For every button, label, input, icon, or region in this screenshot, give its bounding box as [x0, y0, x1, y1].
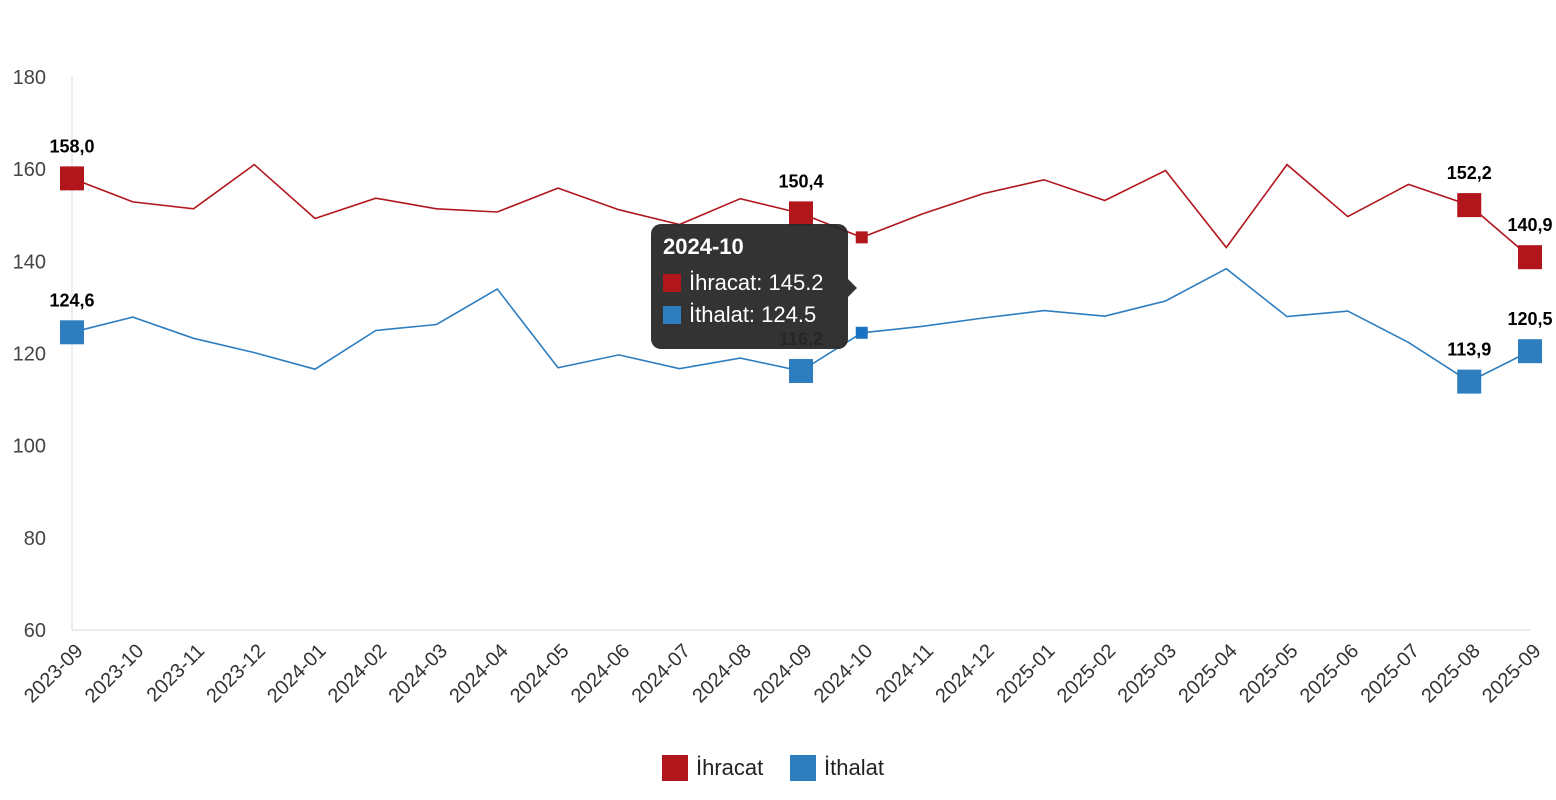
data-label-ihracat: 140,9 [1507, 215, 1552, 235]
x-tick-label: 2025-05 [1235, 640, 1302, 707]
data-point-ithalat[interactable] [789, 359, 813, 384]
y-tick-label: 80 [24, 528, 46, 550]
x-tick-label: 2024-12 [931, 640, 998, 707]
data-label-ihracat: 150,4 [778, 171, 823, 191]
x-tick-label: 2025-03 [1114, 640, 1181, 707]
data-label-ithalat: 113,9 [1447, 340, 1491, 360]
x-tick-label: 2024-04 [445, 640, 512, 707]
tooltip-value-ithalat: İthalat: 124.5 [689, 302, 817, 327]
hover-point-ihracat[interactable] [855, 231, 868, 244]
x-tick-label: 2023-12 [202, 640, 269, 707]
data-label-ihracat: 152,2 [1447, 163, 1492, 183]
x-tick-label: 2024-07 [628, 640, 695, 707]
y-axis: 60 80 100 120 140 160 180 [13, 67, 73, 642]
data-label-ithalat: 124,6 [49, 290, 94, 310]
data-point-ihracat[interactable] [789, 201, 813, 226]
x-tick-label: 2024-05 [506, 640, 573, 707]
x-tick-label: 2025-07 [1357, 640, 1424, 707]
y-tick-label: 180 [13, 67, 46, 89]
y-tick-label: 120 [13, 344, 46, 366]
legend-swatch-ithalat[interactable] [790, 755, 816, 781]
x-tick-label: 2024-11 [872, 640, 938, 706]
x-tick-label: 2025-09 [1478, 640, 1545, 707]
x-tick-label: 2023-11 [143, 640, 209, 706]
data-point-ihracat[interactable] [1518, 245, 1542, 270]
legend-label-ihracat[interactable]: İhracat [696, 755, 763, 780]
x-tick-label: 2024-09 [749, 640, 816, 707]
hover-point-ithalat[interactable] [855, 326, 868, 339]
x-tick-label: 2024-03 [385, 640, 452, 707]
x-tick-label: 2023-10 [81, 640, 148, 707]
series-markers[interactable] [60, 166, 1542, 394]
tooltip: 2024-10 İhracat: 145.2 İthalat: 124.5 [651, 224, 857, 349]
data-point-ithalat[interactable] [1457, 369, 1482, 394]
x-tick-label: 2024-08 [688, 640, 755, 707]
legend-swatch-ihracat[interactable] [662, 755, 688, 781]
x-tick-label: 2024-01 [263, 640, 330, 707]
legend[interactable]: İhracat İthalat [662, 755, 884, 781]
tooltip-swatch-ithalat [663, 306, 681, 324]
tooltip-title: 2024-10 [663, 234, 744, 259]
x-tick-label: 2025-06 [1296, 640, 1363, 707]
data-point-ithalat[interactable] [60, 320, 84, 345]
x-tick-label: 2025-01 [992, 640, 1059, 707]
legend-label-ithalat[interactable]: İthalat [824, 755, 884, 780]
y-tick-label: 100 [13, 436, 46, 458]
y-tick-label: 160 [13, 159, 46, 181]
x-tick-label: 2024-02 [324, 640, 391, 707]
data-label-ihracat: 158,0 [49, 136, 94, 156]
data-point-ihracat[interactable] [1457, 193, 1482, 218]
x-tick-label: 2023-09 [20, 640, 87, 707]
data-point-ihracat[interactable] [60, 166, 84, 191]
data-point-ithalat[interactable] [1518, 339, 1542, 364]
x-tick-label: 2025-02 [1053, 640, 1120, 707]
data-label-ithalat: 120,5 [1507, 309, 1552, 329]
x-tick-label: 2025-08 [1417, 640, 1484, 707]
tooltip-value-ihracat: İhracat: 145.2 [689, 270, 824, 295]
y-tick-label: 60 [24, 620, 46, 642]
x-tick-label: 2025-04 [1174, 640, 1241, 707]
tooltip-row-ithalat: İthalat: 124.5 [663, 302, 836, 328]
x-axis: 2023-092023-102023-112023-122024-012024-… [20, 629, 1546, 707]
y-tick-label: 140 [13, 251, 46, 273]
x-tick-label: 2024-10 [810, 640, 877, 707]
x-tick-label: 2024-06 [567, 640, 634, 707]
tooltip-swatch-ihracat [663, 274, 681, 292]
tooltip-row-ihracat: İhracat: 145.2 [663, 270, 836, 296]
